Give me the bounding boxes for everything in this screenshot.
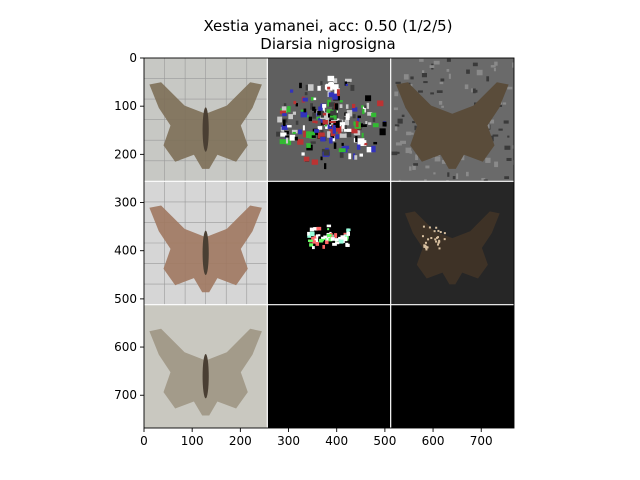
- y-tick-label: 500: [114, 292, 137, 306]
- panel-background: [267, 304, 391, 428]
- image-panels: [144, 58, 514, 428]
- chart-title: Xestia yamanei, acc: 0.50 (1/2/5): [203, 17, 452, 35]
- x-tick-label: 100: [181, 434, 204, 448]
- panel-r1-c2: [390, 181, 514, 305]
- panel-r2-c0: [144, 304, 268, 428]
- x-tick-label: 200: [229, 434, 252, 448]
- panel-background: [267, 181, 391, 305]
- y-tick-label: 700: [114, 388, 137, 402]
- panel-r0-c0: [144, 58, 268, 182]
- x-tick-label: 500: [373, 434, 396, 448]
- y-tick-label: 600: [114, 340, 137, 354]
- moth-body: [202, 107, 209, 152]
- moth-wings: [396, 82, 509, 169]
- moth-body: [202, 354, 209, 399]
- panel-r2-c2: [390, 304, 514, 428]
- panel-r0-c1: [267, 58, 391, 182]
- x-tick-label: 400: [325, 434, 348, 448]
- panel-r1-c0: [144, 181, 268, 305]
- y-tick-label: 200: [114, 147, 137, 161]
- x-tick-label: 0: [140, 434, 148, 448]
- y-tick-label: 0: [129, 51, 137, 65]
- y-tick-label: 300: [114, 196, 137, 210]
- panel-r2-c1: [267, 304, 391, 428]
- y-axis: 0 100 200 300 400 500 600 700: [114, 51, 144, 402]
- x-tick-label: 300: [277, 434, 300, 448]
- x-tick-label: 600: [422, 434, 445, 448]
- panel-background: [390, 304, 514, 428]
- x-axis: 0 100 200 300 400 500 600 700: [140, 428, 493, 448]
- x-tick-label: 700: [470, 434, 493, 448]
- axes-frame: [143, 57, 515, 429]
- y-tick-label: 400: [114, 244, 137, 258]
- moth-body: [202, 230, 209, 276]
- panel-r1-c1: [267, 181, 391, 305]
- panel-separators: [144, 58, 514, 428]
- panel-r0-c2: [390, 58, 514, 182]
- chart-subtitle: Diarsia nigrosigna: [260, 35, 395, 53]
- y-tick-label: 100: [114, 99, 137, 113]
- moth-wings: [405, 211, 500, 285]
